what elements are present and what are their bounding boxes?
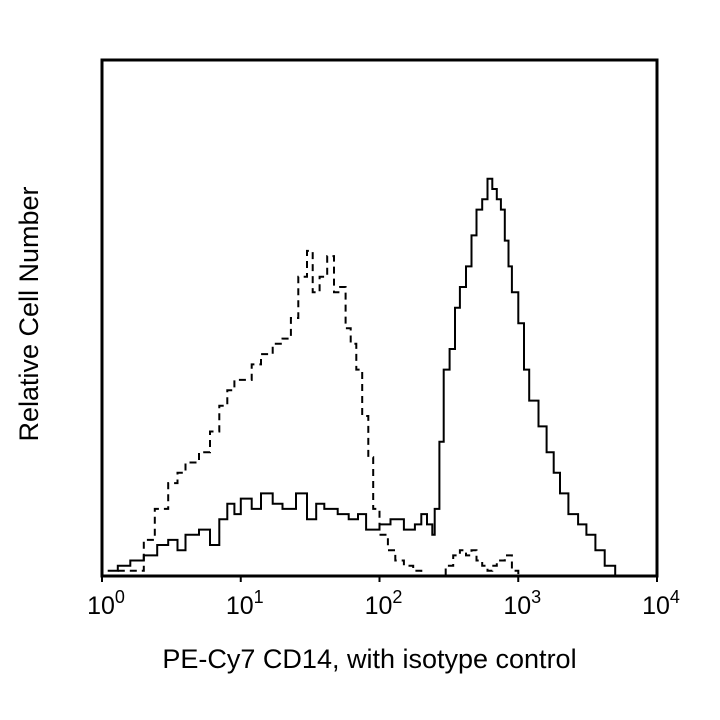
- y-axis-title: Relative Cell Number: [14, 186, 44, 441]
- x-tick-label: 103: [503, 587, 541, 620]
- x-tick-label: 102: [365, 587, 403, 620]
- plot-frame: [100, 58, 659, 578]
- x-ticks: 100 101 102 103 104: [87, 576, 680, 620]
- x-axis-title: PE-Cy7 CD14, with isotype control: [162, 644, 576, 674]
- cd14-stained-histogram-line: [107, 177, 617, 576]
- isotype-control-histogram-line: [117, 249, 539, 577]
- x-tick-label: 101: [226, 587, 264, 620]
- series-layer: [107, 177, 617, 577]
- x-tick-label: 100: [87, 587, 125, 620]
- x-tick-label: 104: [642, 587, 680, 620]
